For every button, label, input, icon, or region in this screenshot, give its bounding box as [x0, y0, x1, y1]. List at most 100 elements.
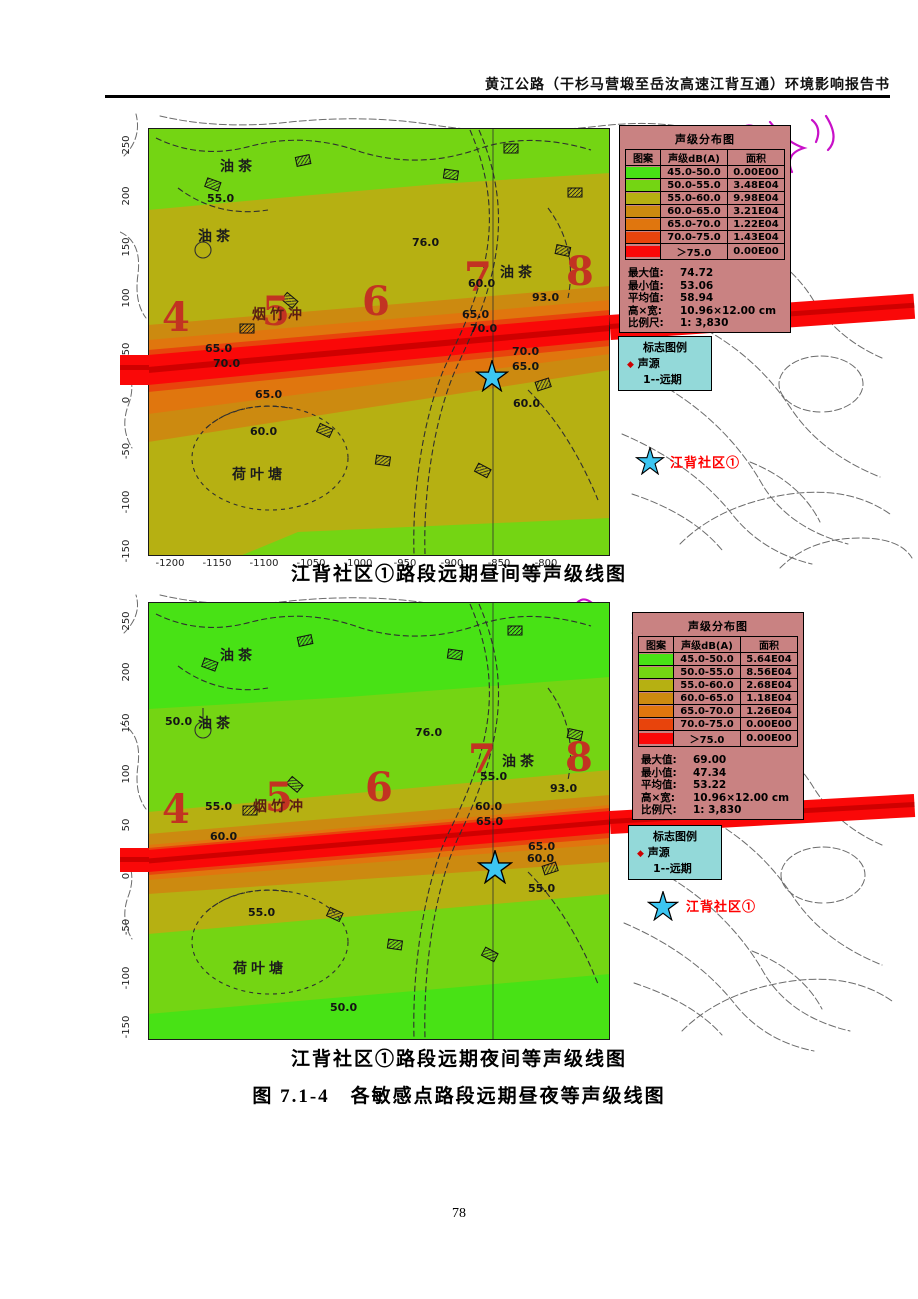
page-number: 78	[452, 1206, 466, 1221]
place-label-youcha: 油茶	[198, 230, 234, 245]
contour-label: 50.0	[165, 715, 193, 728]
legend-row: 45.0-50.0 0.00E00	[625, 165, 785, 179]
legend-table: 图案 声级dB(A) 面积 45.0-50.0 0.00E00 50.0-55.0…	[625, 149, 785, 260]
station-number: 6	[362, 278, 390, 325]
legend-row: 55.0-60.0 9.98E04	[625, 191, 785, 205]
legend-area-cell: 3.21E04	[727, 204, 785, 218]
legend-color-swatch	[626, 218, 660, 230]
stat-value: 10.96×12.00 cm	[693, 791, 790, 804]
x-axis-tick: -800	[534, 558, 558, 569]
legend-range-cell: 55.0-60.0	[673, 678, 741, 692]
station-number: 6	[365, 764, 393, 811]
stat-label: 最大值:	[641, 754, 677, 766]
legend-row: ＞75.0 0.00E00	[638, 730, 798, 747]
x-axis-tick: -1050	[296, 558, 326, 569]
place-label-youcha: 油茶	[198, 717, 234, 732]
x-axis-tick: -1200	[155, 558, 185, 569]
contour-label: 50.0	[330, 1001, 358, 1014]
legend-area-cell: 0.00E00	[740, 730, 798, 747]
sensitive-point-star-icon	[475, 360, 509, 392]
legend-color-swatch	[626, 205, 660, 217]
y-axis-tick: -150	[121, 1015, 132, 1039]
legend-col-area: 面积	[727, 149, 785, 166]
place-label-yanzhuchong: 烟竹冲	[252, 308, 306, 323]
legend-area-cell: 0.00E00	[727, 165, 785, 179]
y-axis-tick: 200	[121, 662, 132, 682]
marker-legend: 标志图例 ◆ 声源 1--远期	[618, 336, 712, 391]
contour-label: 55.0	[528, 882, 556, 895]
legend-area-cell: 1.43E04	[727, 230, 785, 244]
x-axis-tick: -900	[440, 558, 464, 569]
legend-area-cell: 0.00E00	[740, 717, 798, 731]
x-axis-tick: -1150	[202, 558, 232, 569]
contour-label: 93.0	[550, 782, 578, 795]
place-label-youcha: 油茶	[220, 160, 256, 175]
sensitive-point-star-icon	[477, 850, 513, 884]
stat-value: 53.22	[693, 779, 727, 791]
community-label: 江背社区①	[686, 899, 757, 914]
contour-label: 55.0	[207, 192, 235, 205]
stat-value: 69.00	[693, 754, 727, 766]
legend-col-level: 声级dB(A)	[673, 636, 741, 653]
legend-range-cell: 65.0-70.0	[673, 704, 741, 718]
figure-caption: 图 7.1-4 各敏感点路段远期昼夜等声级线图	[252, 1086, 666, 1107]
legend-area-cell: 1.18E04	[740, 691, 798, 705]
marker-legend: 标志图例 ◆ 声源 1--远期	[628, 825, 722, 880]
legend-range-cell: 50.0-55.0	[673, 665, 741, 679]
y-axis-tick: 100	[121, 764, 132, 784]
sound-source-diamond-icon: ◆	[627, 360, 634, 370]
noise-contour-field	[148, 128, 610, 556]
legend-color-swatch	[639, 718, 673, 730]
building-symbols	[201, 625, 584, 963]
station-number: 5	[265, 774, 293, 821]
marker-legend-title: 标志图例	[653, 830, 697, 843]
y-axis-tick: 150	[121, 713, 132, 733]
x-axis-tick: -1000	[343, 558, 373, 569]
place-label-heyetang: 荷叶塘	[233, 962, 287, 977]
stat-value: 10.96×12.00 cm	[680, 304, 777, 317]
stat-value: 1: 3,830	[680, 317, 729, 329]
x-axis-tick: -850	[487, 558, 511, 569]
legend-col-pattern: 图案	[625, 149, 661, 166]
legend-range-cell: ＞75.0	[660, 243, 728, 260]
contour-label: 65.0	[255, 388, 283, 401]
station-number: 4	[162, 786, 190, 833]
contour-label: 76.0	[415, 726, 443, 739]
contour-label: 60.0	[210, 830, 238, 843]
y-axis-tick: 50	[121, 818, 132, 832]
legend-color-swatch	[639, 653, 673, 665]
building-symbols	[204, 143, 583, 479]
contour-label: 70.0	[213, 357, 241, 370]
legend-row: 50.0-55.0 3.48E04	[625, 178, 785, 192]
noise-legend-panel: 声级分布图 图案 声级dB(A) 面积 45.0-50.0 0.00E00 50.…	[619, 125, 791, 333]
sound-source-label: 声源	[637, 357, 660, 370]
legend-row: 50.0-55.0 8.56E04	[638, 665, 798, 679]
legend-col-area: 面积	[740, 636, 798, 653]
highway-band-left	[120, 355, 149, 385]
legend-area-cell: 1.26E04	[740, 704, 798, 718]
stat-value: 74.72	[680, 267, 714, 279]
sound-source-label: 声源	[647, 846, 670, 859]
legend-area-cell: 0.00E00	[727, 243, 785, 260]
legend-color-swatch	[639, 679, 673, 691]
community-star-icon	[647, 891, 679, 921]
y-axis-tick: 150	[121, 237, 132, 257]
x-axis-tick: -950	[393, 558, 417, 569]
highway-band-left	[120, 848, 149, 872]
legend-title: 声级分布图	[688, 620, 748, 633]
legend-color-swatch	[626, 246, 660, 257]
stat-value: 1: 3,830	[693, 804, 742, 816]
contour-label: 55.0	[205, 800, 233, 813]
page-header: 黄江公路（干杉马营塅至岳汝高速江背互通）环境影响报告书	[485, 78, 890, 93]
terrain-scribbles	[155, 602, 599, 1040]
legend-color-swatch	[639, 733, 673, 744]
y-axis-tick: -50	[121, 442, 132, 460]
contour-label: 70.0	[512, 345, 540, 358]
legend-area-cell: 1.22E04	[727, 217, 785, 231]
legend-range-cell: 45.0-50.0	[673, 652, 741, 666]
legend-color-swatch	[626, 179, 660, 191]
legend-color-swatch	[639, 705, 673, 717]
legend-range-cell: 55.0-60.0	[660, 191, 728, 205]
legend-row: 45.0-50.0 5.64E04	[638, 652, 798, 666]
